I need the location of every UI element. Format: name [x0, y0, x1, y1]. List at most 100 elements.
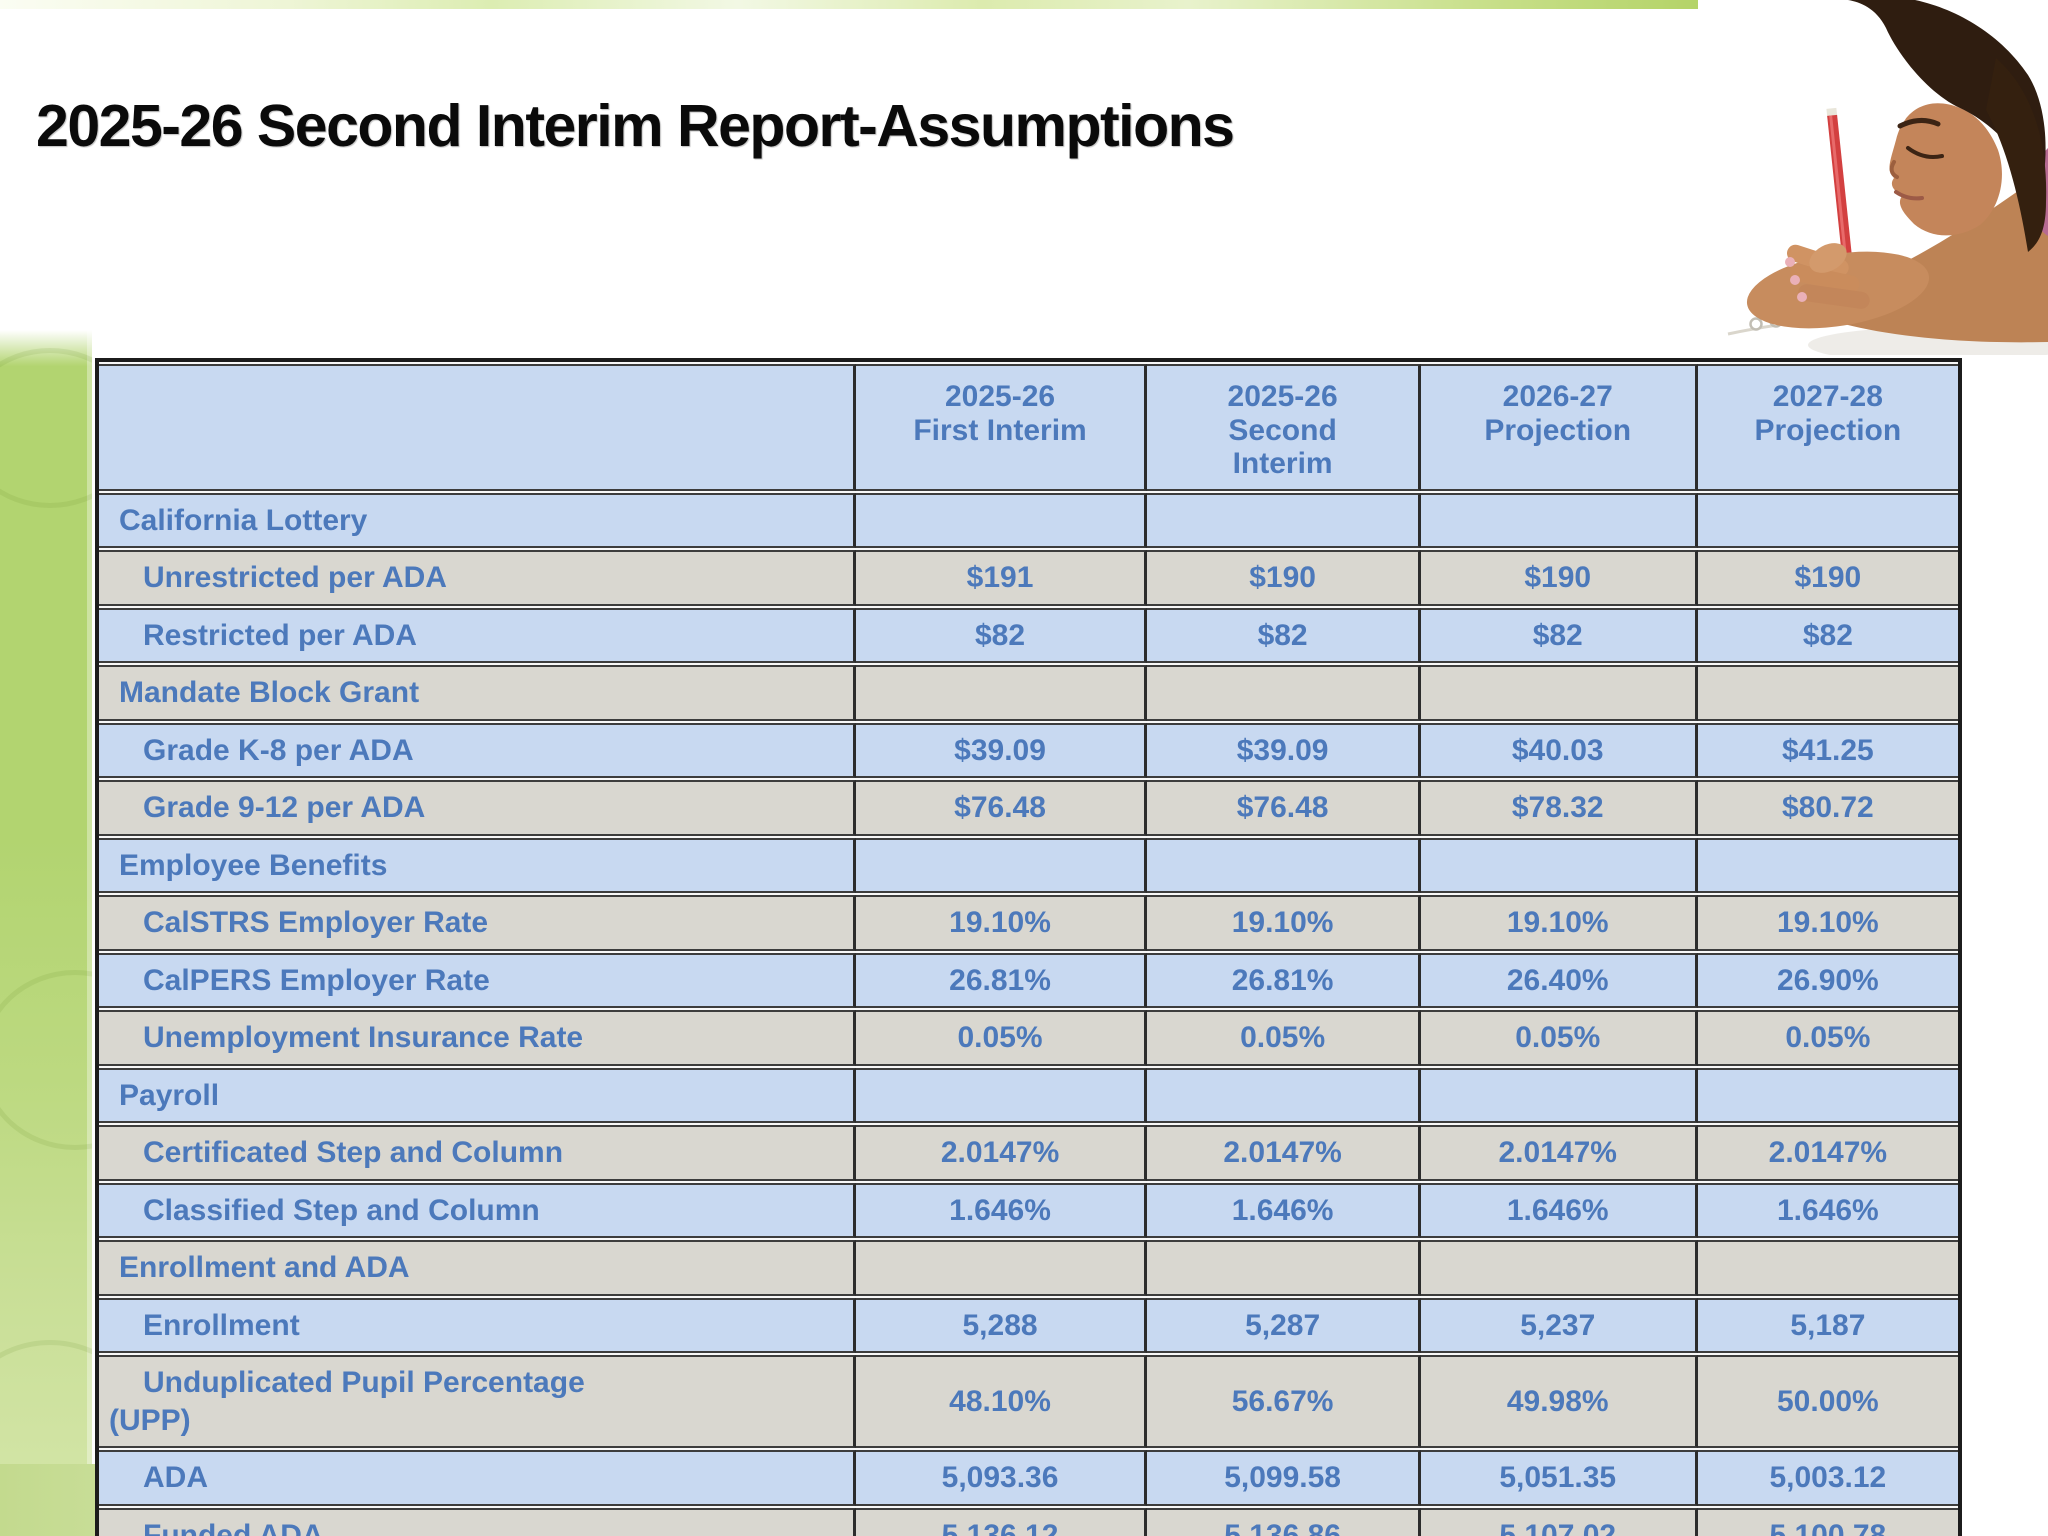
cell-value [855, 1240, 1148, 1296]
child-writing-photo [1698, 0, 2048, 363]
cell-value: 49.98% [1420, 1355, 1698, 1449]
cell-value [855, 665, 1148, 721]
cell-value: 26.81% [855, 952, 1148, 1009]
cell-value: 2.0147% [1697, 1125, 1958, 1181]
cell-value [1147, 492, 1421, 549]
cell-value [855, 492, 1148, 549]
data-row: Certificated Step and Column 2.0147% 2.0… [99, 1125, 1958, 1181]
cell-value: $191 [855, 550, 1148, 606]
cell-value: $190 [1147, 550, 1421, 606]
cell-value: 5,099.58 [1147, 1450, 1421, 1506]
column-header-blank [99, 364, 856, 491]
cell-value: 19.10% [1697, 895, 1958, 951]
column-header-2026-27: 2026-27 Projection [1420, 364, 1698, 491]
cell-value: $76.48 [855, 780, 1148, 836]
row-label: Enrollment and ADA [99, 1240, 856, 1296]
cell-value: 1.646% [855, 1182, 1148, 1239]
cell-value: 5,100.78 [1697, 1507, 1958, 1536]
cell-value: 0.05% [1697, 1010, 1958, 1066]
table-header-row: 2025-26 First Interim 2025-26 Second Int… [99, 364, 1958, 491]
cell-value [1147, 1067, 1421, 1124]
cell-value [1420, 492, 1698, 549]
data-row: Unemployment Insurance Rate 0.05% 0.05% … [99, 1010, 1958, 1066]
cell-value [1697, 1240, 1958, 1296]
cell-value: 1.646% [1420, 1182, 1698, 1239]
row-label: Grade K-8 per ADA [99, 722, 856, 779]
cell-value: 5,187 [1697, 1297, 1958, 1354]
row-label: Employee Benefits [99, 837, 856, 894]
cell-value: $82 [1147, 607, 1421, 664]
cell-value: 48.10% [855, 1355, 1148, 1449]
cell-value: 5,287 [1147, 1297, 1421, 1354]
cell-value: 5,093.36 [855, 1450, 1148, 1506]
cell-value: $76.48 [1147, 780, 1421, 836]
cell-value: 1.646% [1147, 1182, 1421, 1239]
row-label: Enrollment [99, 1297, 856, 1354]
row-label: Unemployment Insurance Rate [99, 1010, 856, 1066]
cell-value: 5,237 [1420, 1297, 1698, 1354]
row-label: Mandate Block Grant [99, 665, 856, 721]
cell-value: $82 [1420, 607, 1698, 664]
cell-value: 50.00% [1697, 1355, 1958, 1449]
data-row: CalSTRS Employer Rate 19.10% 19.10% 19.1… [99, 895, 1958, 951]
section-row: Enrollment and ADA [99, 1240, 1958, 1296]
cell-value: 19.10% [855, 895, 1148, 951]
cell-value: $40.03 [1420, 722, 1698, 779]
section-row: Employee Benefits [99, 837, 1958, 894]
cell-value: 5,051.35 [1420, 1450, 1698, 1506]
cell-value: 0.05% [855, 1010, 1148, 1066]
data-row: CalPERS Employer Rate 26.81% 26.81% 26.4… [99, 952, 1958, 1009]
cell-value [1697, 492, 1958, 549]
cell-value [1697, 1067, 1958, 1124]
cell-value [1420, 837, 1698, 894]
cell-value [855, 1067, 1148, 1124]
section-row: Payroll [99, 1067, 1958, 1124]
child-writing-illustration [1698, 0, 2048, 363]
section-row: Mandate Block Grant [99, 665, 1958, 721]
cell-value [855, 837, 1148, 894]
cell-value: 19.10% [1420, 895, 1698, 951]
cell-value: 2.0147% [1147, 1125, 1421, 1181]
cell-value: $39.09 [855, 722, 1148, 779]
top-accent-bar [0, 0, 2048, 9]
left-accent-band [0, 330, 92, 1536]
row-label: Unduplicated Pupil Percentage (UPP) [99, 1355, 856, 1449]
cell-value: $82 [855, 607, 1148, 664]
section-row: California Lottery [99, 492, 1958, 549]
data-row: Unduplicated Pupil Percentage (UPP) 48.1… [99, 1355, 1958, 1449]
cell-value: 5,107.02 [1420, 1507, 1698, 1536]
cell-value: 26.81% [1147, 952, 1421, 1009]
cell-value: 0.05% [1420, 1010, 1698, 1066]
cell-value: $78.32 [1420, 780, 1698, 836]
cell-value [1697, 665, 1958, 721]
slide-title: 2025-26 Second Interim Report-Assumption… [36, 93, 1235, 159]
data-row: Grade 9-12 per ADA $76.48 $76.48 $78.32 … [99, 780, 1958, 836]
cell-value: 26.90% [1697, 952, 1958, 1009]
cell-value: 26.40% [1420, 952, 1698, 1009]
cell-value [1420, 665, 1698, 721]
cell-value: 2.0147% [1420, 1125, 1698, 1181]
cell-value [1147, 1240, 1421, 1296]
cell-value [1420, 1067, 1698, 1124]
cell-value: 2.0147% [855, 1125, 1148, 1181]
row-label: CalPERS Employer Rate [99, 952, 856, 1009]
row-label: CalSTRS Employer Rate [99, 895, 856, 951]
row-label: ADA [99, 1450, 856, 1506]
cell-value [1147, 665, 1421, 721]
cell-value: 1.646% [1697, 1182, 1958, 1239]
cell-value: 56.67% [1147, 1355, 1421, 1449]
cell-value: 5,136.12 [855, 1507, 1148, 1536]
cell-value: 5,288 [855, 1297, 1148, 1354]
column-header-2027-28: 2027-28 Projection [1697, 364, 1958, 491]
cell-value: 0.05% [1147, 1010, 1421, 1066]
column-header-second-interim: 2025-26 Second Interim [1147, 364, 1421, 491]
row-label: Certificated Step and Column [99, 1125, 856, 1181]
cell-value: $39.09 [1147, 722, 1421, 779]
row-label: Classified Step and Column [99, 1182, 856, 1239]
cell-value: $190 [1420, 550, 1698, 606]
cell-value: $80.72 [1697, 780, 1958, 836]
row-label: Unrestricted per ADA [99, 550, 856, 606]
cell-value: 5,136.86 [1147, 1507, 1421, 1536]
row-label: Grade 9-12 per ADA [99, 780, 856, 836]
watermark-circle [0, 970, 92, 1150]
